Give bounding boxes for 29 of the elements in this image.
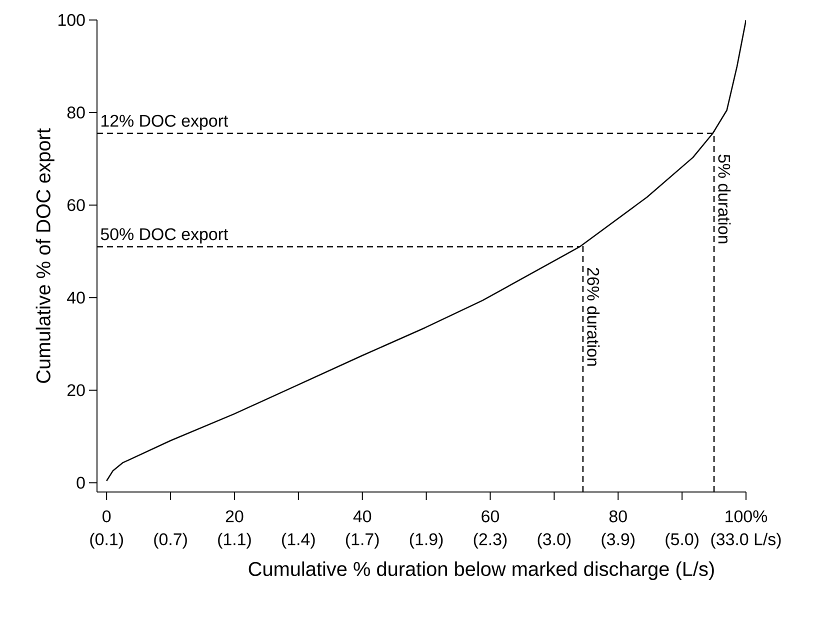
text: (3.0): [538, 532, 571, 549]
text: (33.0 L/s): [711, 532, 781, 549]
x-axis-title: Cumulative % duration below marked discharge (L/s): [248, 561, 714, 580]
text: (5.0): [666, 532, 698, 549]
x-tick-label: 40: [353, 510, 372, 522]
text: (0.1): [90, 532, 123, 549]
text: (1.7): [346, 532, 379, 549]
y-tick-label: 80: [67, 106, 85, 119]
y-tick-label: 40: [67, 292, 85, 304]
text: (2.3): [474, 532, 507, 549]
ref-line-label: 26% duration: [587, 268, 600, 366]
x-tick-label: 80: [609, 510, 627, 522]
x-tick-label: 100%: [726, 510, 768, 522]
text: (1.1): [218, 532, 251, 549]
ref-line-label: 50% DOC export: [100, 228, 228, 244]
text: (1.4): [282, 532, 315, 549]
ref-line-label: 12% DOC export: [101, 114, 228, 130]
y-tick-label: 60: [68, 199, 85, 212]
y-axis-title: Cumulative % of DOC export: [36, 128, 54, 383]
y-tick-label: 20: [68, 384, 85, 396]
x-tick-label: 20: [226, 510, 244, 522]
text: (3.9): [602, 532, 634, 549]
x-tick-label: 0: [102, 510, 111, 522]
text: (0.7): [154, 532, 187, 549]
ref-line-label: 5% duration: [718, 154, 731, 244]
y-tick-label: 0: [76, 476, 85, 489]
y-tick-label: 100: [58, 14, 85, 26]
text: (1.9): [410, 532, 443, 549]
x-tick-label: 60: [482, 510, 500, 522]
